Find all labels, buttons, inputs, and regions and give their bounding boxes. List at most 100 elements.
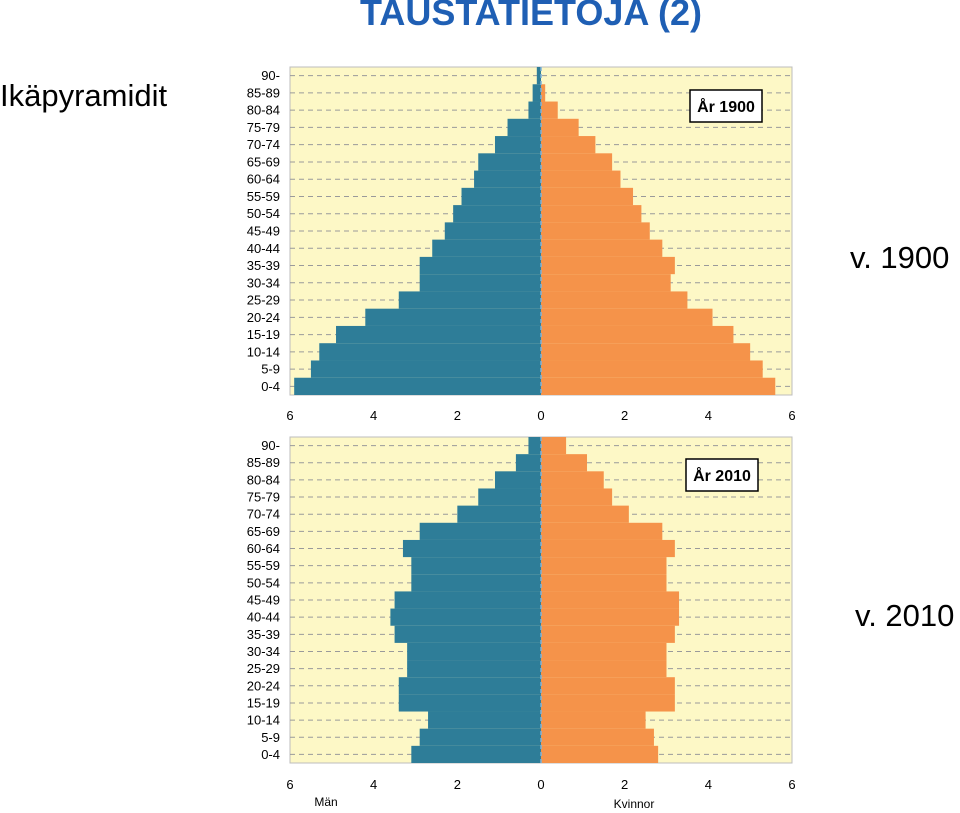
age-group-label: 10-14 xyxy=(247,713,280,728)
x-tick-label: 2 xyxy=(621,408,628,423)
x-tick-label: 2 xyxy=(454,777,461,792)
chart-title: År 2010 xyxy=(693,466,751,485)
x-tick-label: 4 xyxy=(370,408,377,423)
women-bar xyxy=(541,608,680,626)
women-bar xyxy=(541,591,680,609)
women-bar xyxy=(541,625,675,643)
age-group-label: 45-49 xyxy=(247,224,280,239)
men-bar xyxy=(402,539,541,558)
age-group-label: 5-9 xyxy=(261,362,280,377)
men-bar xyxy=(294,377,541,395)
men-bar xyxy=(411,745,541,763)
women-bar xyxy=(541,187,634,206)
men-bar xyxy=(390,608,541,626)
chart-title: År 1900 xyxy=(697,97,755,116)
women-bar xyxy=(541,642,667,661)
age-group-label: 70-74 xyxy=(247,137,280,152)
women-bar xyxy=(541,522,663,540)
age-group-label: 35-39 xyxy=(247,258,280,273)
women-bar xyxy=(541,360,763,378)
men-bar xyxy=(365,308,541,326)
age-group-label: 80-84 xyxy=(247,103,280,118)
age-group-label: 30-34 xyxy=(247,644,280,659)
age-group-label: 0-4 xyxy=(261,747,280,762)
men-bar xyxy=(310,360,541,378)
age-group-label: 15-19 xyxy=(247,695,280,710)
age-group-label: 30-34 xyxy=(247,275,280,290)
age-group-label: 40-44 xyxy=(247,241,280,256)
age-group-label: 25-29 xyxy=(247,661,280,676)
men-bar xyxy=(515,454,541,472)
x-tick-label: 6 xyxy=(286,408,293,423)
age-group-label: 90- xyxy=(261,68,280,83)
women-bar xyxy=(541,239,663,257)
age-group-label: 65-69 xyxy=(247,154,280,169)
women-bar xyxy=(541,745,659,763)
x-tick-label: 4 xyxy=(705,777,712,792)
age-group-label: 85-89 xyxy=(247,455,280,470)
men-bar xyxy=(407,642,541,661)
women-bar xyxy=(541,343,751,361)
women-bar xyxy=(541,557,667,575)
age-group-label: 65-69 xyxy=(247,524,280,539)
men-bar xyxy=(494,136,541,154)
women-bar xyxy=(541,505,629,523)
women-bar xyxy=(541,660,667,678)
men-bar xyxy=(432,239,541,257)
women-bar xyxy=(541,153,613,171)
x-tick-label: 4 xyxy=(370,777,377,792)
men-bar xyxy=(411,574,541,592)
men-bar xyxy=(536,67,541,85)
women-bar xyxy=(541,84,546,102)
age-group-label: 20-24 xyxy=(247,310,280,325)
men-bar xyxy=(336,325,541,344)
age-group-label: 75-79 xyxy=(247,490,280,505)
age-group-label: 35-39 xyxy=(247,627,280,642)
men-bar xyxy=(419,274,541,292)
age-group-label: 25-29 xyxy=(247,293,280,308)
x-tick-label: 2 xyxy=(454,408,461,423)
women-bar xyxy=(541,471,604,489)
men-bar xyxy=(419,522,541,540)
slide-subtitle: Ikäpyramidit xyxy=(0,78,168,113)
age-group-label: 50-54 xyxy=(247,206,280,221)
women-bar xyxy=(541,291,688,309)
x-tick-label: 0 xyxy=(537,408,544,423)
women-bar xyxy=(541,136,596,154)
age-group-label: 20-24 xyxy=(247,678,280,693)
men-bar xyxy=(478,488,541,506)
men-bar xyxy=(398,291,541,309)
men-bar xyxy=(394,625,541,643)
year-box xyxy=(685,458,759,492)
women-bar xyxy=(541,694,675,712)
men-bar xyxy=(411,557,541,575)
men-bar xyxy=(419,728,541,746)
year-label-2010: v. 2010 xyxy=(855,598,955,633)
year-box xyxy=(689,89,763,123)
women-bar xyxy=(541,711,646,729)
year-label-1900: v. 1900 xyxy=(850,240,950,275)
men-bar xyxy=(319,343,541,361)
men-bar xyxy=(532,84,541,102)
x-tick-label: 2 xyxy=(621,777,628,792)
women-bar xyxy=(541,437,567,455)
age-group-label: 75-79 xyxy=(247,120,280,135)
men-bar xyxy=(398,694,541,712)
x-tick-label: 4 xyxy=(705,408,712,423)
men-bar xyxy=(453,205,541,223)
x-tick-label: 6 xyxy=(788,408,795,423)
slide-title: TAUSTATIETOJA (2) xyxy=(360,0,702,33)
age-group-label: 70-74 xyxy=(247,507,280,522)
women-bar xyxy=(541,488,613,506)
men-bar xyxy=(444,222,541,240)
age-group-label: 45-49 xyxy=(247,593,280,608)
age-group-label: 40-44 xyxy=(247,610,280,625)
age-group-label: 55-59 xyxy=(247,189,280,204)
age-group-label: 60-64 xyxy=(247,541,280,556)
age-group-label: 85-89 xyxy=(247,85,280,100)
women-bar xyxy=(541,325,734,344)
age-group-label: 60-64 xyxy=(247,172,280,187)
age-group-label: 0-4 xyxy=(261,379,280,394)
men-bar xyxy=(528,101,541,119)
